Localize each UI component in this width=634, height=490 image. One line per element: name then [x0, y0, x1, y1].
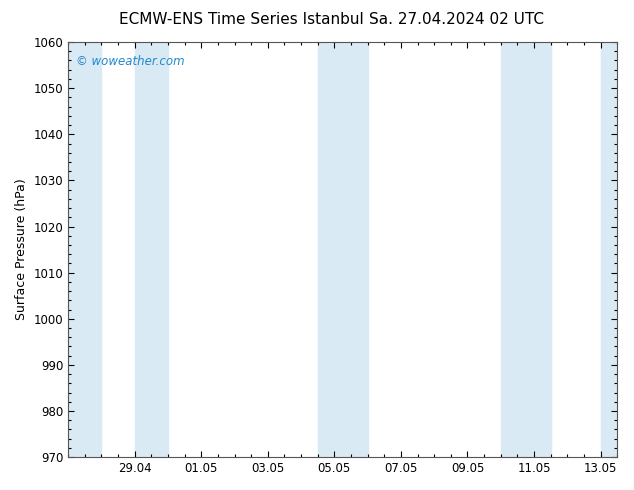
Bar: [134, 42, 168, 457]
Bar: [318, 42, 368, 457]
Y-axis label: Surface Pressure (hPa): Surface Pressure (hPa): [15, 179, 28, 320]
Bar: [501, 42, 551, 457]
Bar: [68, 42, 101, 457]
Text: ECMW-ENS Time Series Istanbul: ECMW-ENS Time Series Istanbul: [119, 12, 363, 27]
Text: Sa. 27.04.2024 02 UTC: Sa. 27.04.2024 02 UTC: [369, 12, 544, 27]
Text: © woweather.com: © woweather.com: [77, 54, 185, 68]
Bar: [600, 42, 618, 457]
